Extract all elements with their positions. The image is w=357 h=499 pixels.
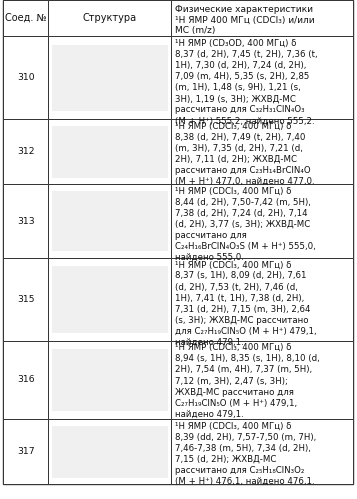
- Bar: [52, 426, 167, 478]
- Bar: [3, 0, 49, 36]
- Bar: [171, 119, 353, 184]
- Bar: [3, 184, 49, 258]
- Bar: [171, 419, 353, 484]
- Bar: [49, 119, 171, 184]
- Text: Физические характеристики
¹Н ЯМР 400 МГц (CDCl₃) и/или
МС (m/z): Физические характеристики ¹Н ЯМР 400 МГц…: [175, 5, 314, 35]
- Text: ¹Н ЯМР (CD₃OD, 400 МГц) δ
8,37 (d, 2H), 7,45 (t, 2H), 7,36 (t,
1H), 7,30 (d, 2H): ¹Н ЯМР (CD₃OD, 400 МГц) δ 8,37 (d, 2H), …: [175, 39, 317, 125]
- Text: Соед. №: Соед. №: [5, 13, 46, 23]
- Bar: [3, 258, 49, 341]
- Text: 313: 313: [17, 217, 34, 226]
- Bar: [3, 419, 49, 484]
- Bar: [52, 126, 167, 178]
- Bar: [49, 184, 171, 258]
- Bar: [52, 192, 167, 250]
- Bar: [3, 341, 49, 419]
- Bar: [52, 349, 167, 411]
- Text: 316: 316: [17, 376, 34, 385]
- Text: ¹Н ЯМР (CDCl₃, 400 МГц) δ
8,38 (d, 2H), 7,49 (t, 2H), 7,40
(m, 3H), 7,35 (d, 2H): ¹Н ЯМР (CDCl₃, 400 МГц) δ 8,38 (d, 2H), …: [175, 122, 314, 186]
- Bar: [52, 44, 167, 111]
- Text: ¹Н ЯМР (CDCl₃, 400 МГц) δ
8,37 (s, 1H), 8,09 (d, 2H), 7,61
(d, 2H), 7,53 (t, 2H): ¹Н ЯМР (CDCl₃, 400 МГц) δ 8,37 (s, 1H), …: [175, 260, 316, 347]
- Bar: [52, 266, 167, 332]
- Bar: [171, 258, 353, 341]
- Text: 312: 312: [17, 147, 34, 156]
- Text: ¹Н ЯМР (CDCl₃, 400 МГц) δ
8,94 (s, 1H), 8,35 (s, 1H), 8,10 (d,
2H), 7,54 (m, 4H): ¹Н ЯМР (CDCl₃, 400 МГц) δ 8,94 (s, 1H), …: [175, 343, 319, 419]
- Bar: [171, 0, 353, 36]
- Bar: [49, 341, 171, 419]
- Text: ¹Н ЯМР (CDCl₃, 400 МГц) δ
8,39 (dd, 2H), 7,57-7,50 (m, 7H),
7,46-7,38 (m, 5H), 7: ¹Н ЯМР (CDCl₃, 400 МГц) δ 8,39 (dd, 2H),…: [175, 422, 316, 486]
- Bar: [49, 36, 171, 119]
- Text: Структура: Структура: [83, 13, 137, 23]
- Bar: [3, 119, 49, 184]
- Bar: [49, 258, 171, 341]
- Bar: [171, 341, 353, 419]
- Bar: [49, 419, 171, 484]
- Bar: [171, 36, 353, 119]
- Text: ¹Н ЯМР (CDCl₃, 400 МГц) δ
8,44 (d, 2H), 7,50-7,42 (m, 5H),
7,38 (d, 2H), 7,24 (d: ¹Н ЯМР (CDCl₃, 400 МГц) δ 8,44 (d, 2H), …: [175, 187, 315, 262]
- Bar: [49, 0, 171, 36]
- Text: 310: 310: [17, 73, 34, 82]
- Text: 315: 315: [17, 295, 34, 304]
- Bar: [171, 184, 353, 258]
- Bar: [3, 36, 49, 119]
- Text: 317: 317: [17, 447, 34, 456]
